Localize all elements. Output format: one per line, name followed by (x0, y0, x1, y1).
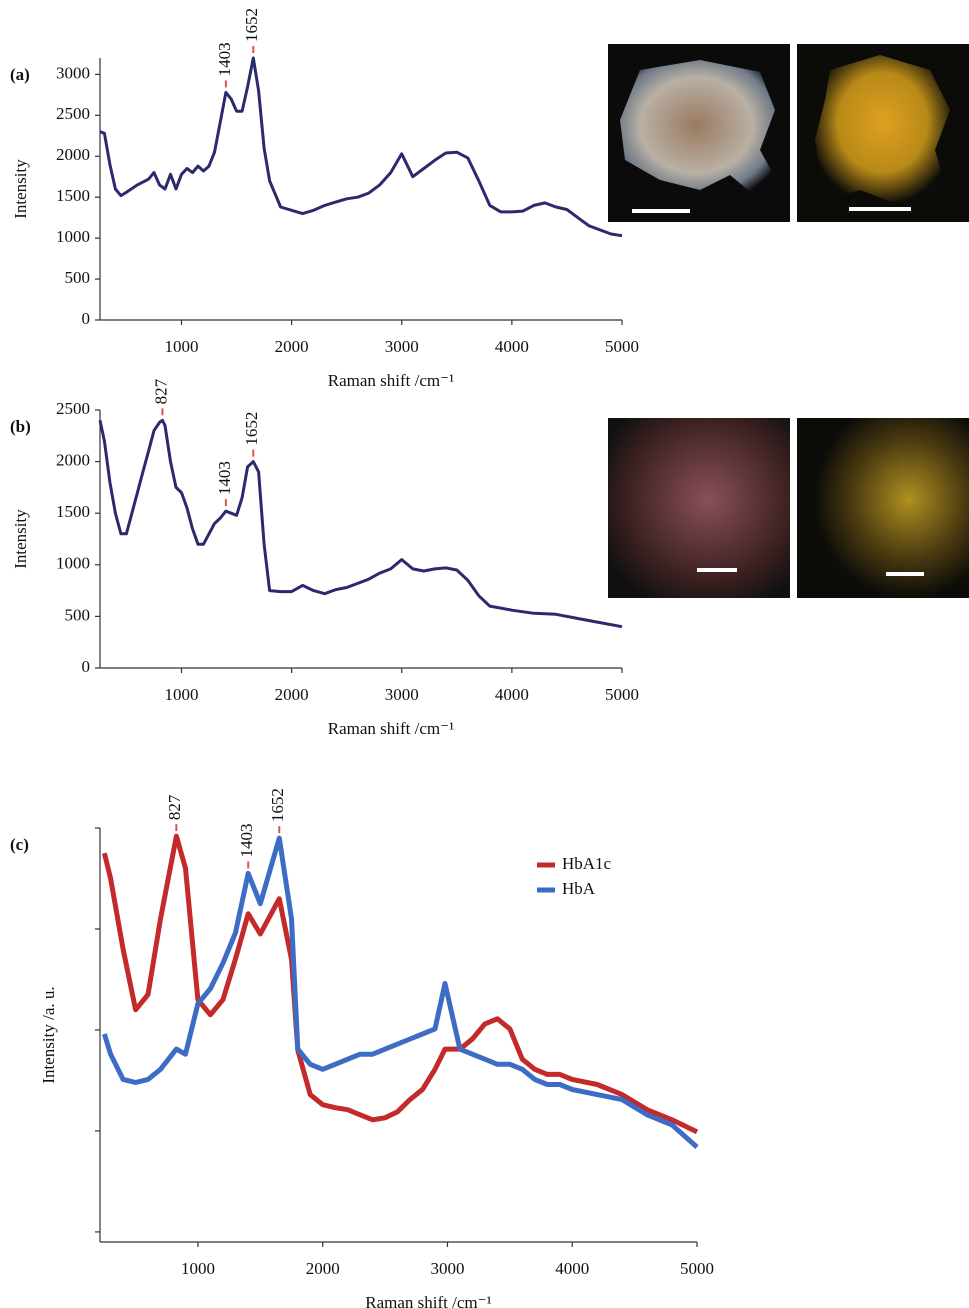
x-tick-label: 1000 (164, 685, 198, 704)
peak-label: 1403 (215, 42, 234, 76)
y-axis-label: Intensity (11, 159, 30, 219)
peak-label: 1403 (215, 461, 234, 495)
peak-label: 1652 (242, 8, 261, 42)
y-tick-label: 2500 (56, 399, 90, 418)
x-tick-label: 2000 (306, 1259, 340, 1278)
x-tick-label: 5000 (605, 685, 639, 704)
y-tick-label: 1500 (56, 186, 90, 205)
x-tick-label: 2000 (275, 685, 309, 704)
series-line (104, 838, 697, 1147)
panel-label: (c) (10, 835, 29, 854)
y-tick-label: 1000 (56, 227, 90, 246)
y-tick-label: 3000 (56, 63, 90, 82)
x-tick-label: 5000 (605, 337, 639, 356)
x-tick-label: 1000 (164, 337, 198, 356)
figure: 0 500 1000 1500 2000 2500 3000 1000 2000 3000 4000… (0, 0, 969, 1308)
peak-label: 827 (151, 378, 170, 404)
y-tick-label: 2000 (56, 145, 90, 164)
panel-label: (b) (10, 417, 31, 436)
legend-label: HbA (562, 879, 596, 898)
y-tick-label: 500 (65, 268, 91, 287)
panel-label: (a) (10, 65, 30, 84)
x-tick-label: 4000 (495, 337, 529, 356)
scale-bar (849, 207, 911, 211)
micrographs (608, 44, 969, 598)
y-tick-label: 2500 (56, 104, 90, 123)
y-tick-label: 1000 (56, 554, 90, 573)
y-axis-label: Intensity /a. u. (39, 986, 58, 1083)
legend-label: HbA1c (562, 854, 612, 873)
y-tick-label: 1500 (56, 502, 90, 521)
peak-label: 827 (165, 794, 184, 820)
x-axis-label: Raman shift /cm⁻¹ (328, 719, 454, 738)
x-axis-label: Raman shift /cm⁻¹ (365, 1293, 491, 1308)
series-line (100, 58, 622, 236)
x-tick-label: 4000 (495, 685, 529, 704)
x-tick-label: 1000 (181, 1259, 215, 1278)
y-tick-label: 500 (65, 605, 91, 624)
y-axis-label: Intensity (11, 509, 30, 569)
scale-bar (886, 572, 924, 576)
peak-label: 1652 (242, 412, 261, 446)
peak-label: 1652 (268, 788, 287, 822)
series-line (104, 836, 697, 1132)
scale-bar (632, 209, 690, 213)
y-tick-label: 0 (82, 657, 91, 676)
y-tick-label: 0 (82, 309, 91, 328)
x-tick-label: 3000 (430, 1259, 464, 1278)
micrograph-particle (815, 55, 950, 205)
series-line (100, 420, 622, 626)
micrograph (797, 418, 969, 598)
x-tick-label: 4000 (555, 1259, 589, 1278)
peak-label: 1403 (237, 823, 256, 857)
page: 0 500 1000 1500 2000 2500 3000 1000 2000 3000 4000… (0, 0, 969, 1308)
x-tick-label: 3000 (385, 685, 419, 704)
scale-bar (697, 568, 737, 572)
x-tick-label: 5000 (680, 1259, 714, 1278)
x-axis-label: Raman shift /cm⁻¹ (328, 371, 454, 390)
x-tick-label: 2000 (275, 337, 309, 356)
x-tick-label: 3000 (385, 337, 419, 356)
y-tick-label: 2000 (56, 451, 90, 470)
